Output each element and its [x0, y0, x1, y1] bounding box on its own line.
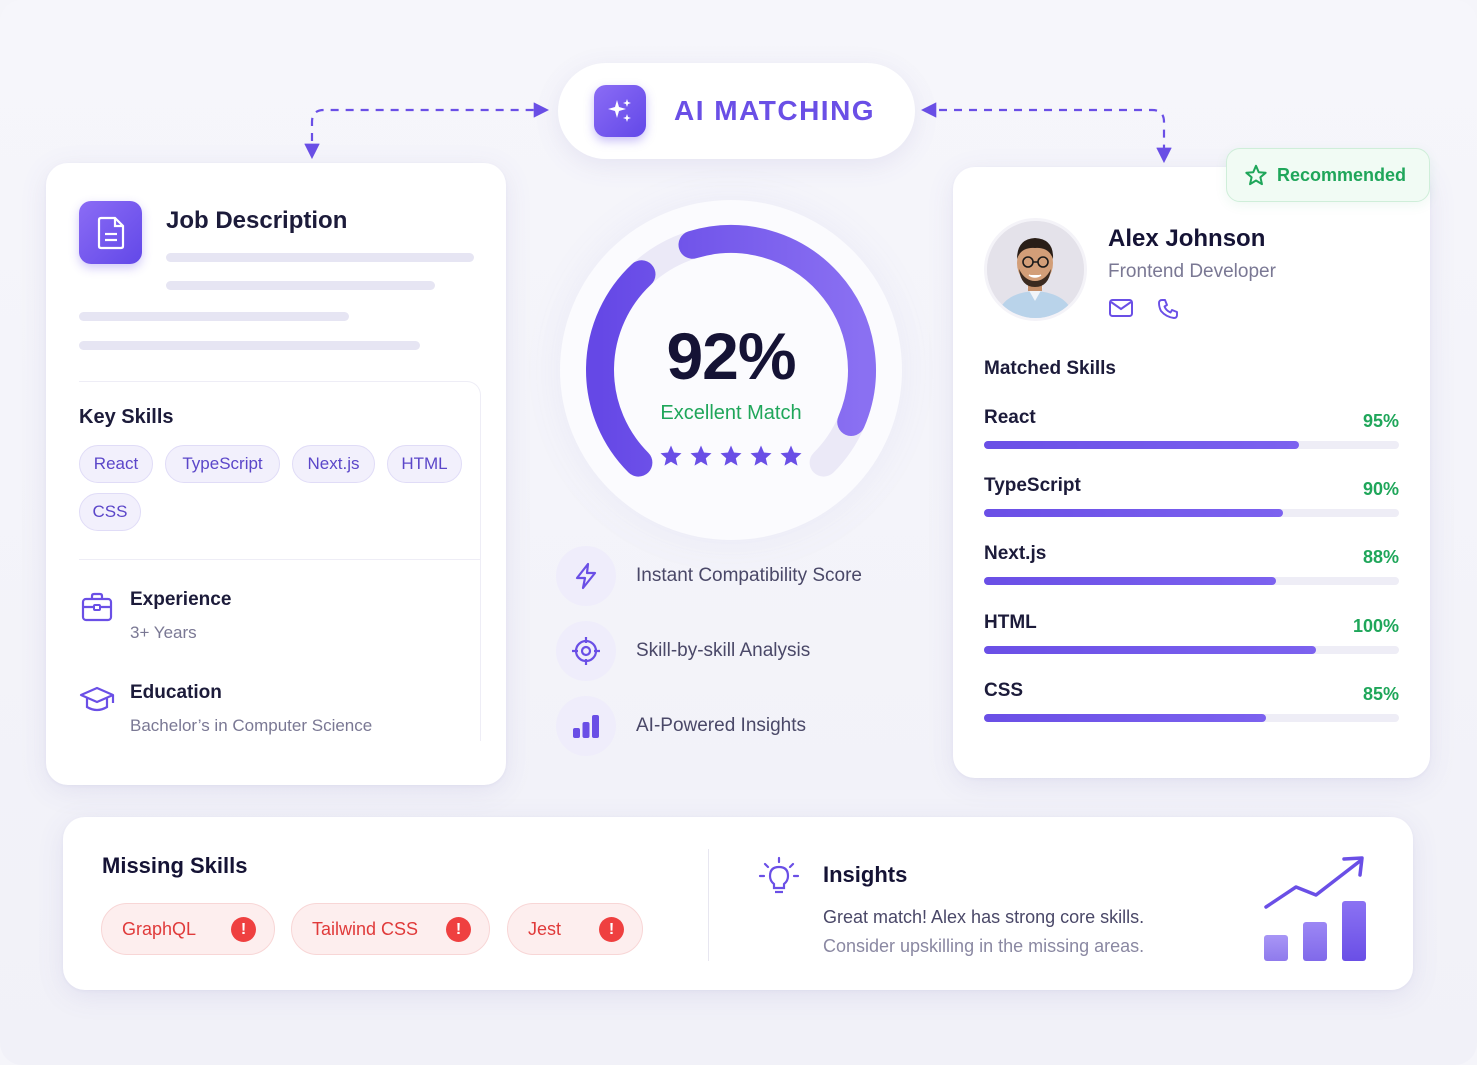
- skill-progress-fill: [984, 509, 1283, 517]
- sparkles-icon: [594, 85, 646, 137]
- placeholder-line: [79, 341, 420, 350]
- experience-value: 3+ Years: [130, 623, 197, 642]
- feature-instant-score: Instant Compatibility Score: [556, 546, 862, 606]
- missing-skill-chip[interactable]: GraphQL !: [101, 903, 275, 955]
- key-skills-section: Key Skills React TypeScript Next.js HTML…: [79, 381, 481, 561]
- match-score-value: 92%: [666, 319, 796, 393]
- recommended-badge: Recommended: [1226, 148, 1430, 202]
- rating-stars: [560, 444, 902, 468]
- ai-matching-header: AI MATCHING: [558, 63, 915, 159]
- growth-chart-icon: [1258, 853, 1378, 970]
- avatar: [984, 218, 1087, 321]
- insights-title: Insights: [823, 862, 908, 887]
- match-score-gauge: 92% Excellent Match: [560, 200, 902, 540]
- key-skills-label: Key Skills: [79, 406, 174, 428]
- matched-skill-row: Next.js 88%: [984, 543, 1399, 585]
- star-icon: [720, 445, 742, 466]
- skill-name: HTML: [984, 612, 1037, 633]
- lightning-icon: [556, 546, 616, 606]
- candidate-role: Frontend Developer: [1108, 261, 1276, 282]
- skill-progress-track: [984, 441, 1399, 449]
- alert-icon: !: [231, 917, 256, 942]
- skill-progress-track: [984, 646, 1399, 654]
- skill-name: CSS: [984, 680, 1024, 701]
- skill-progress-fill: [984, 441, 1300, 449]
- skill-progress-track: [984, 714, 1399, 722]
- feature-label: Instant Compatibility Score: [636, 565, 862, 586]
- divider: [708, 849, 709, 961]
- skill-progress-track: [984, 577, 1399, 585]
- missing-skill-chip[interactable]: Jest !: [507, 903, 643, 955]
- feature-label: Skill-by-skill Analysis: [636, 640, 811, 661]
- star-outline-icon: [1245, 164, 1267, 186]
- skill-progress-track: [984, 509, 1399, 517]
- matched-skills-label: Matched Skills: [984, 358, 1116, 379]
- experience-row: Experience 3+ Years: [79, 589, 231, 643]
- matched-skill-row: HTML 100%: [984, 612, 1399, 654]
- insights-text: Great match! Alex has strong core skills…: [823, 907, 1145, 927]
- target-icon: [556, 621, 616, 681]
- match-score-label: Excellent Match: [660, 402, 802, 424]
- skill-percent: 85%: [1362, 684, 1399, 704]
- ai-matching-title: AI MATCHING: [674, 95, 876, 126]
- document-icon: [79, 201, 142, 264]
- insights-subtext: Consider upskilling in the missing areas…: [823, 936, 1145, 956]
- matched-skill-row: React 95%: [984, 407, 1399, 449]
- skill-chip[interactable]: React: [79, 445, 153, 483]
- bar-chart-icon: [556, 696, 616, 756]
- alert-icon: !: [599, 917, 624, 942]
- missing-skill-chip[interactable]: Tailwind CSS !: [291, 903, 490, 955]
- feature-ai-insights: AI-Powered Insights: [556, 696, 806, 756]
- skill-percent: 90%: [1362, 479, 1399, 499]
- skill-percent: 95%: [1362, 411, 1399, 431]
- star-icon: [660, 445, 682, 466]
- missing-skill-label: GraphQL: [122, 918, 197, 939]
- graduation-cap-icon: [79, 682, 115, 718]
- skill-name: React: [984, 407, 1036, 428]
- missing-skill-label: Jest: [528, 918, 562, 939]
- placeholder-line: [79, 312, 349, 321]
- divider: [480, 561, 481, 741]
- missing-skills-label: Missing Skills: [102, 853, 248, 878]
- candidate-card: Alex Johnson Frontend Developer Matched …: [953, 167, 1430, 778]
- skill-chip[interactable]: HTML: [387, 445, 462, 483]
- star-icon: [690, 445, 712, 466]
- skill-progress-fill: [984, 577, 1277, 585]
- education-row: Education Bachelor’s in Computer Science: [79, 682, 372, 736]
- mail-icon[interactable]: [1108, 297, 1134, 324]
- gauge-arc: [586, 225, 876, 477]
- feature-label: AI-Powered Insights: [636, 715, 807, 736]
- star-icon: [780, 445, 802, 466]
- job-description-title: Job Description: [166, 207, 348, 234]
- placeholder-line: [166, 253, 474, 262]
- missing-skill-label: Tailwind CSS: [312, 918, 419, 939]
- education-label: Education: [130, 682, 222, 703]
- education-value: Bachelor’s in Computer Science: [130, 716, 373, 735]
- feature-skill-analysis: Skill-by-skill Analysis: [556, 621, 810, 681]
- candidate-name: Alex Johnson: [1108, 225, 1266, 252]
- lightbulb-icon: [757, 855, 801, 904]
- experience-label: Experience: [130, 589, 232, 610]
- placeholder-line: [166, 281, 435, 290]
- skill-chip[interactable]: Next.js: [292, 445, 375, 483]
- recommended-label: Recommended: [1277, 164, 1407, 185]
- skill-progress-fill: [984, 646, 1316, 654]
- skill-percent: 100%: [1352, 616, 1399, 636]
- briefcase-icon: [79, 589, 115, 625]
- skill-name: TypeScript: [984, 475, 1081, 496]
- job-description-card: Job Description Key Skills React TypeScr…: [46, 163, 506, 785]
- skill-percent: 88%: [1362, 547, 1399, 567]
- skill-progress-fill: [984, 714, 1267, 722]
- skill-name: Next.js: [984, 543, 1047, 564]
- phone-icon[interactable]: [1156, 297, 1180, 326]
- matched-skill-row: TypeScript 90%: [984, 475, 1399, 517]
- alert-icon: !: [446, 917, 471, 942]
- matched-skill-row: CSS 85%: [984, 680, 1399, 722]
- star-icon: [750, 445, 772, 466]
- divider: [79, 559, 481, 560]
- skill-chip[interactable]: TypeScript: [165, 445, 280, 483]
- missing-skills-insights-panel: Missing Skills GraphQL ! Tailwind CSS ! …: [63, 817, 1413, 990]
- skill-chip[interactable]: CSS: [79, 493, 141, 531]
